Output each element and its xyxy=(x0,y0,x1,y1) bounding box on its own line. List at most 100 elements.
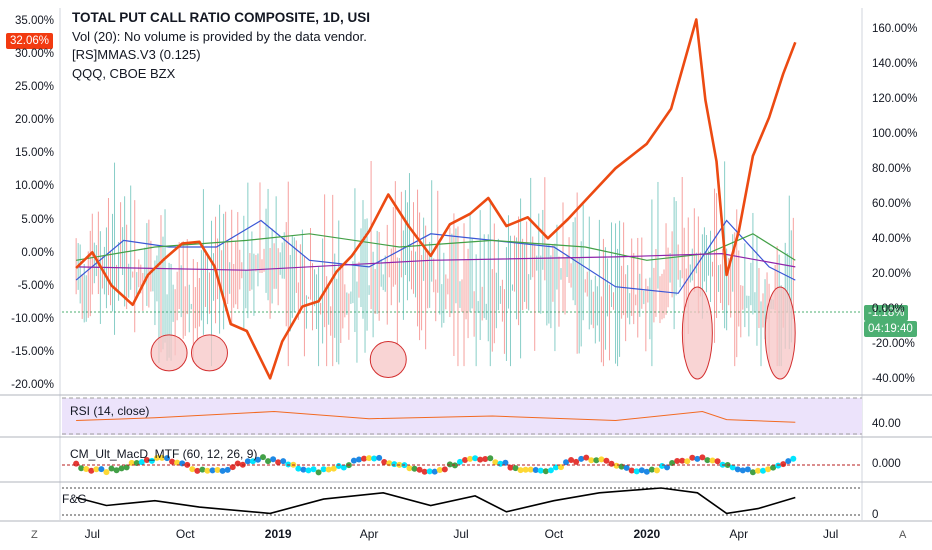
macd-dot xyxy=(426,468,433,475)
macd-dot xyxy=(694,455,701,462)
macd-dot xyxy=(441,466,448,473)
macd-dot xyxy=(406,465,413,472)
macd-dot xyxy=(583,454,590,461)
legend-indicator: [RS]MMAS.V3 (0.125) xyxy=(72,47,201,62)
fg-pane-label: F&G xyxy=(62,492,87,506)
left-axis-tick: 35.00% xyxy=(14,15,54,27)
time-axis-tick: 2019 xyxy=(264,527,292,541)
time-axis-tick: Apr xyxy=(729,527,749,541)
macd-dot xyxy=(285,461,292,468)
macd-dot xyxy=(603,457,610,464)
macd-dot xyxy=(578,455,585,462)
macd-dot xyxy=(431,468,438,475)
macd-dot xyxy=(547,467,554,474)
macd-dot xyxy=(305,467,312,474)
macd-dot xyxy=(623,464,630,471)
macd-dot xyxy=(153,454,160,461)
time-axis-tick: 2020 xyxy=(633,527,661,541)
chart-legend: TOTAL PUT CALL RATIO COMPOSITE, 1D, USI … xyxy=(72,9,370,83)
macd-dot xyxy=(477,456,484,463)
macd-dot xyxy=(744,466,751,473)
macd-dot xyxy=(209,467,216,474)
macd-dot xyxy=(679,457,686,464)
left-axis-tick: -15.00% xyxy=(11,345,54,358)
macd-dot xyxy=(643,468,650,475)
macd-dot xyxy=(244,458,251,465)
macd-dot xyxy=(573,458,580,465)
macd-dot xyxy=(522,466,529,473)
highlight-circle xyxy=(369,341,407,379)
right-axis-tick: 40.00% xyxy=(872,233,912,245)
macd-dot xyxy=(335,463,342,470)
macd-dot xyxy=(234,460,241,467)
macd-dot xyxy=(108,465,115,472)
macd-dot xyxy=(320,466,327,473)
macd-dot xyxy=(411,465,418,472)
rsi-pane-label: RSI (14, close) xyxy=(70,404,150,418)
bar-countdown-badge: 04:19:40 xyxy=(864,321,917,337)
macd-dot xyxy=(366,455,373,462)
macd-dot xyxy=(770,464,777,471)
last-price-badge-left: 32.06% xyxy=(6,33,54,49)
purple-ma-line xyxy=(76,252,796,271)
macd-pane-label: CM_Ult_MacD_MTF (60, 12, 26, 9) xyxy=(70,447,258,461)
right-axis-tick: 160.00% xyxy=(872,23,918,35)
macd-dot xyxy=(260,454,267,461)
macd-dot xyxy=(714,458,721,465)
macd-dot xyxy=(775,462,782,469)
time-axis-tick: Apr xyxy=(359,527,379,541)
highlight-circle xyxy=(764,286,796,380)
chart-title: TOTAL PUT CALL RATIO COMPOSITE, 1D, USI xyxy=(72,10,371,25)
macd-dot xyxy=(189,466,196,473)
macd-dot xyxy=(148,457,155,464)
macd-dot xyxy=(73,460,80,467)
left-axis-tick: 5.00% xyxy=(21,213,54,226)
macd-dot xyxy=(749,469,756,476)
left-axis-tick: 15.00% xyxy=(14,147,54,160)
macd-dot xyxy=(760,467,767,474)
macd-dot xyxy=(659,462,665,469)
zoom-toggle-button[interactable]: Z xyxy=(31,529,38,541)
macd-dot xyxy=(249,458,256,465)
macd-dot xyxy=(275,459,282,466)
macd-dot xyxy=(734,466,741,473)
macd-dot xyxy=(568,457,575,464)
macd-dot xyxy=(355,456,362,463)
macd-tick: 0.000 xyxy=(872,458,901,470)
legend-volume: Vol (20): No volume is provided by the d… xyxy=(72,28,367,44)
macd-dot xyxy=(512,465,519,472)
macd-dot xyxy=(674,457,681,464)
macd-dot xyxy=(704,457,711,464)
macd-dot xyxy=(416,466,423,473)
macd-dot xyxy=(391,461,398,468)
macd-dot xyxy=(174,459,181,466)
macd-dot xyxy=(219,467,226,474)
macd-dot xyxy=(83,465,90,472)
highlight-circle xyxy=(190,334,228,372)
macd-dot xyxy=(361,455,368,462)
macd-dot xyxy=(194,467,201,474)
macd-dot xyxy=(350,457,357,464)
highlight-circle xyxy=(150,334,188,372)
macd-dot xyxy=(421,468,428,475)
right-axis-tick: 80.00% xyxy=(872,163,912,175)
left-axis-tick: 30.00% xyxy=(14,48,54,61)
macd-dot xyxy=(295,465,302,472)
macd-dot xyxy=(204,467,211,474)
right-axis-tick: -40.00% xyxy=(872,373,915,385)
macd-dot xyxy=(280,458,287,465)
auto-scale-button[interactable]: A xyxy=(899,529,907,541)
macd-dot xyxy=(472,455,479,462)
macd-dot xyxy=(557,464,564,471)
macd-dot xyxy=(128,459,135,466)
macd-dot xyxy=(254,456,261,463)
macd-dot xyxy=(88,467,95,474)
macd-dot xyxy=(113,467,120,474)
macd-dot xyxy=(143,456,150,463)
right-axis-tick: 100.00% xyxy=(872,128,918,140)
macd-dot xyxy=(381,459,388,466)
qqq-price-line xyxy=(75,18,797,380)
macd-dot xyxy=(598,456,605,463)
left-axis-tick: 10.00% xyxy=(14,180,54,193)
